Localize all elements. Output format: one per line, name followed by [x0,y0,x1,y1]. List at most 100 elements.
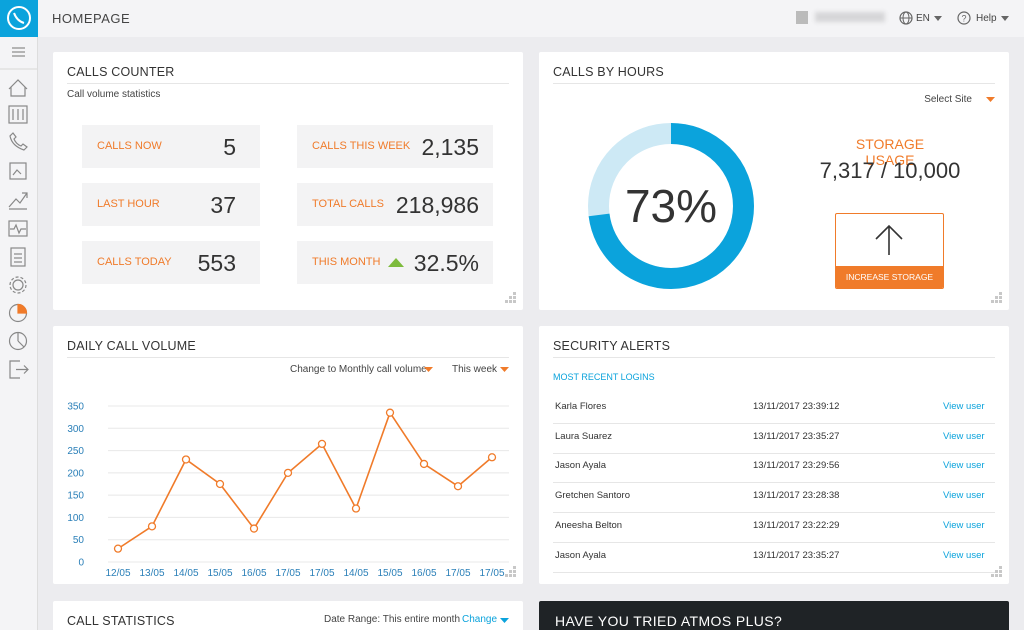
caret [986,97,995,102]
panel-title: CALLS COUNTER [67,65,175,79]
y-tick-label: 250 [67,446,84,457]
button-label: INCREASE STORAGE [836,266,943,288]
user-name: Aneesha Belton [555,519,623,531]
view-user-link[interactable]: View user [943,460,985,472]
data-point [181,455,191,464]
resize-grip[interactable] [505,292,517,304]
daily-call-volume-panel: DAILY CALL VOLUME Change to Monthly call… [53,326,523,584]
stat-value: 553 [197,250,236,276]
login-time: 13/11/2017 23:22:29 [753,519,840,531]
resize-grip[interactable] [991,566,1003,578]
resize-grip[interactable] [991,292,1003,304]
divider [67,83,509,84]
logo[interactable] [0,0,38,37]
sidebar-icons [0,47,37,379]
stat-box: CALLS NOW 5 [82,125,260,168]
row-divider [553,571,995,573]
x-tick-label: 12/05 [105,568,130,579]
help-icon: ? [957,11,971,25]
login-time: 13/11/2017 23:29:56 [753,460,840,472]
svg-text:?: ? [961,14,966,24]
globe-icon [899,11,913,25]
y-tick-label: 200 [67,468,84,479]
view-user-link[interactable]: View user [943,430,985,442]
stat-value: 5 [223,134,236,160]
stat-box: THIS MONTH 32.5% [297,241,493,284]
data-point [453,482,463,491]
stat-label: CALLS TODAY [97,256,172,268]
trend-up-icon [388,258,404,267]
x-tick-label: 13/05 [139,568,164,579]
period-select[interactable]: This week [452,364,498,375]
data-point [283,468,293,478]
view-user-link[interactable]: View user [943,490,985,502]
stat-label: CALLS NOW [97,140,162,152]
caret [500,618,509,623]
call-statistics-panel: CALL STATISTICS Date Range: This entire … [53,601,523,630]
view-toggle[interactable]: Change to Monthly call volume [290,364,427,375]
caret [1001,16,1009,21]
divider [67,357,509,358]
x-tick-label: 17/05 [309,568,334,579]
login-time: 13/11/2017 23:35:27 [753,549,840,561]
data-point [215,479,225,489]
stat-box: CALLS THIS WEEK 2,135 [297,125,493,168]
site-select[interactable]: Select Site [924,94,972,105]
x-tick-label: 15/05 [377,568,402,579]
y-tick-label: 150 [67,491,84,502]
account-name[interactable] [815,12,885,22]
row-divider [553,423,995,424]
caret [424,367,433,372]
x-tick-label: 15/05 [207,568,232,579]
login-time: 13/11/2017 23:28:38 [753,490,840,502]
donut-chart: 73% [588,123,754,289]
view-user-link[interactable]: View user [943,401,985,412]
sidebar [0,37,38,630]
language[interactable]: EN [916,13,930,24]
resize-grip[interactable] [505,566,517,578]
help[interactable]: Help [976,13,997,24]
x-tick-label: 17/05 [479,568,504,579]
storage-title: STORAGE USAGE [855,136,925,168]
y-tick-label: 0 [78,558,84,569]
login-time: 13/11/2017 23:35:27 [753,430,840,442]
view-user-link[interactable]: View user [943,549,985,561]
row-divider [553,512,995,514]
stat-label: CALLS THIS WEEK [312,140,411,152]
view-user-link[interactable]: View user [943,519,985,531]
panel-subtitle: Call volume statistics [67,89,161,100]
change-link[interactable]: Change [462,614,498,625]
user-name: Jason Ayala [555,460,607,472]
stat-box: LAST HOUR 37 [82,183,260,226]
login-time: 13/11/2017 23:39:12 [753,401,840,412]
donut-arc [588,123,754,289]
y-tick-label: 100 [67,513,84,524]
data-point [385,408,395,417]
data-point [249,524,259,533]
stat-value: 2,135 [421,134,479,160]
data-point [419,459,429,469]
stat-box: CALLS TODAY 553 [82,241,260,284]
row-divider [553,482,995,484]
panel-title: SECURITY ALERTS [553,339,671,353]
x-tick-label: 17/05 [445,568,470,579]
stat-box: TOTAL CALLS 218,986 [297,183,493,226]
panel-title: DAILY CALL VOLUME [67,339,196,353]
promo-panel[interactable]: HAVE YOU TRIED ATMOS PLUS? [539,601,1009,630]
y-tick-label: 50 [73,535,85,546]
page-title: HOMEPAGE [52,11,131,26]
promo-title: HAVE YOU TRIED ATMOS PLUS? [555,613,783,629]
stat-label: THIS MONTH [312,256,381,268]
stat-value: 32.5% [413,250,479,276]
security-alerts-panel: SECURITY ALERTS MOST RECENT LOGINS Karla… [539,326,1009,584]
divider [553,357,995,358]
data-point [317,439,327,449]
panel-title: CALL STATISTICS [67,614,175,628]
stat-value: 218,986 [395,192,479,218]
panel-subtitle: MOST RECENT LOGINS [553,372,655,382]
logo-icon [7,6,31,30]
y-tick-label: 350 [67,402,84,413]
increase-storage-button[interactable]: INCREASE STORAGE [835,213,944,289]
stat-label: LAST HOUR [97,198,160,210]
